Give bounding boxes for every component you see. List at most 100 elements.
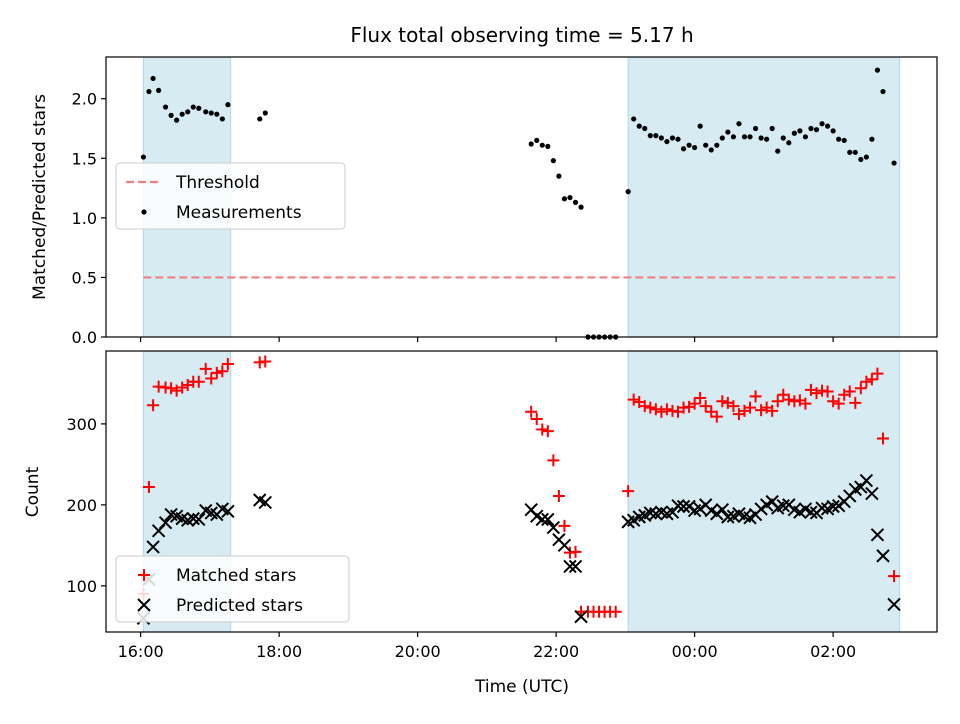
measurement-point xyxy=(675,136,681,142)
measurement-point xyxy=(214,111,220,117)
measurement-point xyxy=(185,109,191,115)
matched-stars-point xyxy=(210,366,223,379)
matched-stars-point xyxy=(558,519,571,532)
matched-stars-point xyxy=(888,570,901,583)
legend-matched-swatch xyxy=(138,569,150,581)
matched-stars-point xyxy=(176,381,189,394)
measurement-point xyxy=(880,88,886,95)
matched-stars-point xyxy=(810,387,823,400)
matched-stars-point xyxy=(547,454,560,467)
matched-stars-point xyxy=(871,367,884,380)
matched-stars-point xyxy=(694,391,707,404)
predicted-stars-point xyxy=(693,502,707,516)
matched-stars-point xyxy=(525,405,538,418)
predicted-stars-point xyxy=(568,559,583,574)
measurement-point xyxy=(642,125,648,132)
measurement-point xyxy=(725,129,731,135)
measurement-point xyxy=(869,136,875,142)
matched-stars-point xyxy=(221,357,234,370)
legend-label: Matched stars xyxy=(176,566,296,586)
y-tick-label: 1.5 xyxy=(72,149,97,168)
measurement-point xyxy=(190,104,196,110)
x-tick-label: 18:00 xyxy=(256,642,302,661)
measurement-point xyxy=(179,111,185,117)
measurement-point xyxy=(556,173,562,179)
measurement-point xyxy=(669,135,676,141)
predicted-stars-point xyxy=(563,559,577,574)
predicted-stars-point xyxy=(721,510,735,524)
measurement-point xyxy=(708,147,714,153)
measurement-point xyxy=(780,135,786,141)
measurement-point xyxy=(567,194,573,201)
measurement-point xyxy=(747,134,753,140)
measurement-point xyxy=(813,127,820,133)
axes-frame xyxy=(105,350,938,633)
predicted-stars-point xyxy=(557,538,572,553)
matched-stars-point xyxy=(199,362,212,375)
matched-stars-point xyxy=(849,396,862,409)
x-tick-label: 22:00 xyxy=(533,642,579,661)
measurement-point xyxy=(863,154,869,160)
measurement-point xyxy=(146,88,152,95)
predicted-stars-point xyxy=(754,502,768,516)
matched-stars-point xyxy=(716,395,729,408)
measurement-point xyxy=(664,138,670,145)
y-tick-label: 300 xyxy=(66,415,97,434)
measurement-point xyxy=(150,75,156,82)
matched-stars-point xyxy=(205,372,218,385)
matched-stars-point xyxy=(147,399,160,412)
measurement-point xyxy=(631,116,637,122)
predicted-stars-point xyxy=(865,486,879,501)
count-panel: 16:00 18:00 20:00 22:00 00:00 02:00 100 200 300 M… xyxy=(66,350,938,661)
measurement-point xyxy=(653,133,659,139)
measurement-point xyxy=(752,125,759,132)
matched-stars-point xyxy=(843,385,856,398)
predicted-stars-point xyxy=(831,498,846,513)
matched-stars-point xyxy=(865,373,878,386)
matched-stars-point xyxy=(749,390,762,403)
measurement-point xyxy=(730,134,737,140)
matched-stars-point xyxy=(782,393,795,406)
measurement-point xyxy=(791,130,797,136)
measurement-point xyxy=(802,134,809,140)
measurement-point xyxy=(758,135,764,141)
measurement-point xyxy=(741,134,748,140)
predicted-stars-point xyxy=(826,499,840,514)
predicted-stars-point xyxy=(887,597,901,612)
measurement-point xyxy=(528,141,534,147)
matched-stars-point xyxy=(660,403,673,416)
matched-stars-point xyxy=(552,489,565,502)
measurement-point xyxy=(852,149,858,155)
legend-label: Measurements xyxy=(176,203,302,223)
matched-stars-point xyxy=(644,401,657,414)
measurement-point xyxy=(225,102,231,108)
x-tick-label: 20:00 xyxy=(395,642,441,661)
predicted-stars-point xyxy=(541,512,555,527)
y-tick-label: 0.5 xyxy=(72,268,97,287)
x-tick-label: 00:00 xyxy=(672,642,718,661)
measurement-point xyxy=(686,142,692,148)
measurement-point xyxy=(625,189,631,195)
matched-stars-point xyxy=(771,395,784,408)
measurement-point xyxy=(703,142,709,148)
measurement-point xyxy=(764,136,770,142)
x-axis-label: Time (UTC) xyxy=(474,677,569,697)
matched-stars-point xyxy=(609,605,622,618)
measurement-point xyxy=(539,142,545,148)
predicted-stars-point xyxy=(671,498,685,513)
bottom-y-axis-label: Count xyxy=(23,466,43,517)
measurement-point xyxy=(692,144,698,151)
predicted-stars-point xyxy=(643,506,658,520)
x-tick-label: 02:00 xyxy=(810,642,856,661)
y-tick-label: 2.0 xyxy=(72,90,97,109)
ratio-panel: 0.0 0.5 1.0 1.5 2.0 Threshold Measurements xyxy=(72,56,938,347)
chart-title: Flux total observing time = 5.17 h xyxy=(350,23,693,47)
matched-stars-point xyxy=(827,395,840,408)
matched-stars-point xyxy=(627,393,640,406)
measurement-point xyxy=(203,109,209,115)
x-tick-label: 16:00 xyxy=(118,642,164,661)
measurement-point xyxy=(858,156,864,163)
measurement-point xyxy=(174,117,180,123)
matched-stars-point xyxy=(821,385,834,398)
